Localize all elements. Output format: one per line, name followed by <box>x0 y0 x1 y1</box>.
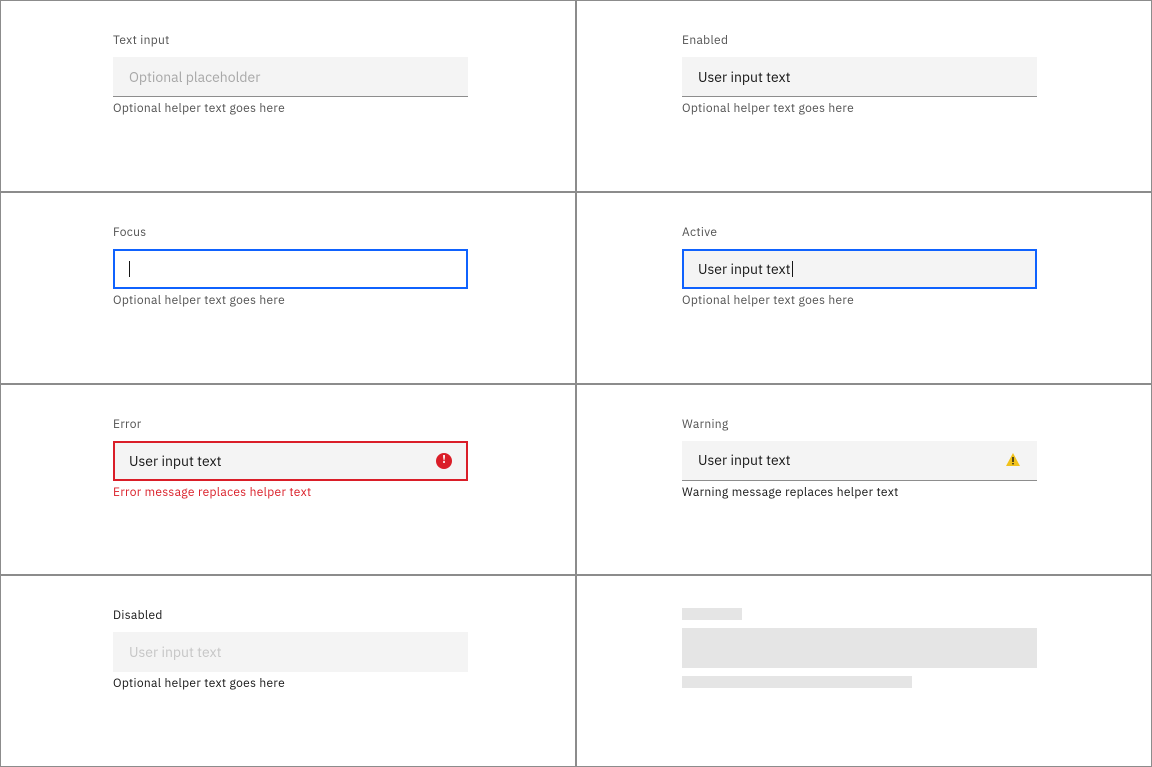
text-input[interactable]: Optional placeholder <box>113 57 468 97</box>
warning-message: Warning message replaces helper text <box>682 485 1037 501</box>
input-label: Text input <box>113 33 468 49</box>
input-label: Focus <box>113 225 468 241</box>
text-input-states-grid: Text input Optional placeholder Optional… <box>0 0 1152 767</box>
helper-text: Optional helper text goes here <box>682 101 1037 117</box>
text-input[interactable]: User input text ! <box>113 441 468 481</box>
text-input[interactable]: User input text <box>682 249 1037 289</box>
helper-text: Optional helper text goes here <box>113 101 468 117</box>
text-caret-icon <box>129 261 130 277</box>
error-message: Error message replaces helper text <box>113 485 468 501</box>
skeleton-field <box>682 628 1037 668</box>
input-label: Enabled <box>682 33 1037 49</box>
state-disabled-cell: Disabled User input text Optional helper… <box>0 575 576 767</box>
state-default-cell: Text input Optional placeholder Optional… <box>0 0 576 192</box>
placeholder-text: Optional placeholder <box>129 68 260 86</box>
text-input[interactable] <box>113 249 468 289</box>
input-value: User input text <box>698 260 791 278</box>
input-label: Warning <box>682 417 1037 433</box>
state-focus-cell: Focus Optional helper text goes here <box>0 192 576 384</box>
text-input[interactable]: User input text <box>682 441 1037 481</box>
state-error-cell: Error User input text ! Error message re… <box>0 384 576 576</box>
state-warning-cell: Warning User input text Warning message … <box>576 384 1152 576</box>
input-label: Disabled <box>113 608 468 624</box>
skeleton-label <box>682 608 742 620</box>
input-label: Error <box>113 417 468 433</box>
input-value: User input text <box>698 68 791 86</box>
helper-text: Optional helper text goes here <box>113 676 468 692</box>
input-value: User input text <box>129 452 222 470</box>
helper-text: Optional helper text goes here <box>113 293 468 309</box>
error-filled-icon: ! <box>436 453 452 469</box>
input-value: User input text <box>698 451 791 469</box>
text-input: User input text <box>113 632 468 672</box>
text-input[interactable]: User input text <box>682 57 1037 97</box>
state-active-cell: Active User input text Optional helper t… <box>576 192 1152 384</box>
skeleton-helper <box>682 676 912 688</box>
text-caret-icon <box>792 261 793 277</box>
state-enabled-cell: Enabled User input text Optional helper … <box>576 0 1152 192</box>
warning-filled-icon <box>1005 452 1021 468</box>
helper-text: Optional helper text goes here <box>682 293 1037 309</box>
state-skeleton-cell <box>576 575 1152 767</box>
input-label: Active <box>682 225 1037 241</box>
input-value: User input text <box>129 643 222 661</box>
